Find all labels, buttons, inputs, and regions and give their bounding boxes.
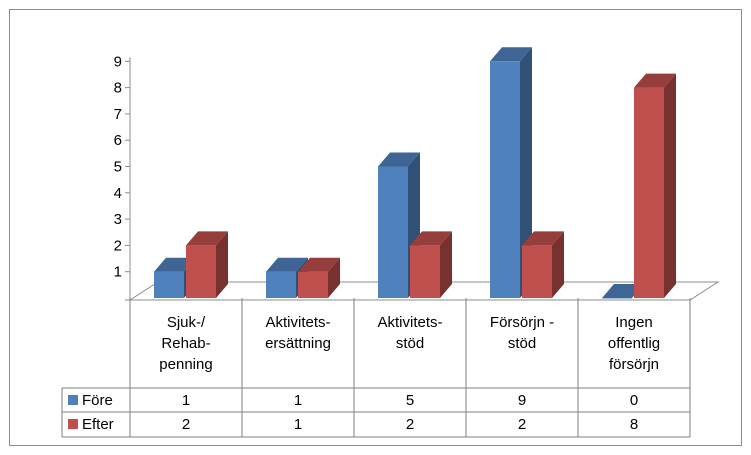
bar-efter-side — [664, 73, 676, 298]
table-value: 1 — [294, 392, 302, 409]
bar-före-top — [378, 152, 420, 167]
category-label: Sjuk-/ — [167, 314, 206, 331]
bar-efter-side — [440, 231, 452, 298]
y-tick-label: 3 — [114, 211, 122, 228]
bar-efter-front — [522, 245, 552, 298]
legend-swatch-före — [68, 395, 78, 405]
table-value: 2 — [406, 416, 414, 433]
y-tick-label: 5 — [114, 159, 122, 176]
category-label: Aktivitets- — [265, 314, 330, 331]
bar-efter-side — [328, 257, 340, 298]
table-value: 0 — [630, 392, 638, 409]
legend-swatch-efter — [68, 419, 78, 429]
category-label: penning — [159, 356, 212, 373]
legend-label-efter: Efter — [82, 416, 114, 433]
table-value: 2 — [182, 416, 190, 433]
bar-före-top — [490, 47, 532, 62]
y-tick-label: 6 — [114, 132, 122, 149]
category-label: Rehab- — [161, 335, 210, 352]
category-label: stöd — [396, 335, 424, 352]
category-label: försörjn — [609, 356, 659, 373]
y-tick-label: 2 — [114, 237, 122, 254]
category-label: stöd — [508, 335, 536, 352]
category-label: Försörjn - — [490, 314, 554, 331]
table-value: 2 — [518, 416, 526, 433]
category-label: offentlig — [608, 335, 660, 352]
bar-före-side — [520, 47, 532, 298]
legend-label-före: Före — [82, 392, 113, 409]
chart-frame — [9, 9, 742, 446]
y-tick-label: 4 — [114, 185, 122, 202]
table-value: 1 — [182, 392, 190, 409]
table-value: 1 — [294, 416, 302, 433]
bar-efter-front — [298, 271, 328, 298]
category-label: ersättning — [265, 335, 331, 352]
bar-före-top — [266, 257, 308, 272]
bar-före-front — [154, 271, 184, 298]
bar-efter-front — [634, 87, 664, 298]
table-value: 8 — [630, 416, 638, 433]
y-tick-label: 9 — [114, 53, 122, 70]
bar-före-front — [266, 271, 296, 298]
bar-före-front — [602, 298, 632, 299]
category-label: Ingen — [615, 314, 653, 331]
bar-före-top — [154, 257, 196, 272]
category-label: Aktivitets- — [377, 314, 442, 331]
bar-efter-front — [410, 245, 440, 298]
y-tick-label: 7 — [114, 106, 122, 123]
bar-efter-front — [186, 245, 216, 298]
table-value: 5 — [406, 392, 414, 409]
bar-före-front — [378, 166, 408, 298]
y-tick-label: 1 — [114, 264, 122, 281]
bar-efter-top — [298, 257, 340, 272]
bar-efter-side — [552, 231, 564, 298]
bar-efter-top — [634, 73, 676, 88]
bar-efter-top — [410, 231, 452, 246]
table-value: 9 — [518, 392, 526, 409]
bar-efter-top — [186, 231, 228, 246]
bar-efter-side — [216, 231, 228, 298]
y-tick-label: 8 — [114, 80, 122, 97]
bar-efter-top — [522, 231, 564, 246]
bar-före-front — [490, 61, 520, 298]
bar-före-top — [602, 284, 644, 298]
